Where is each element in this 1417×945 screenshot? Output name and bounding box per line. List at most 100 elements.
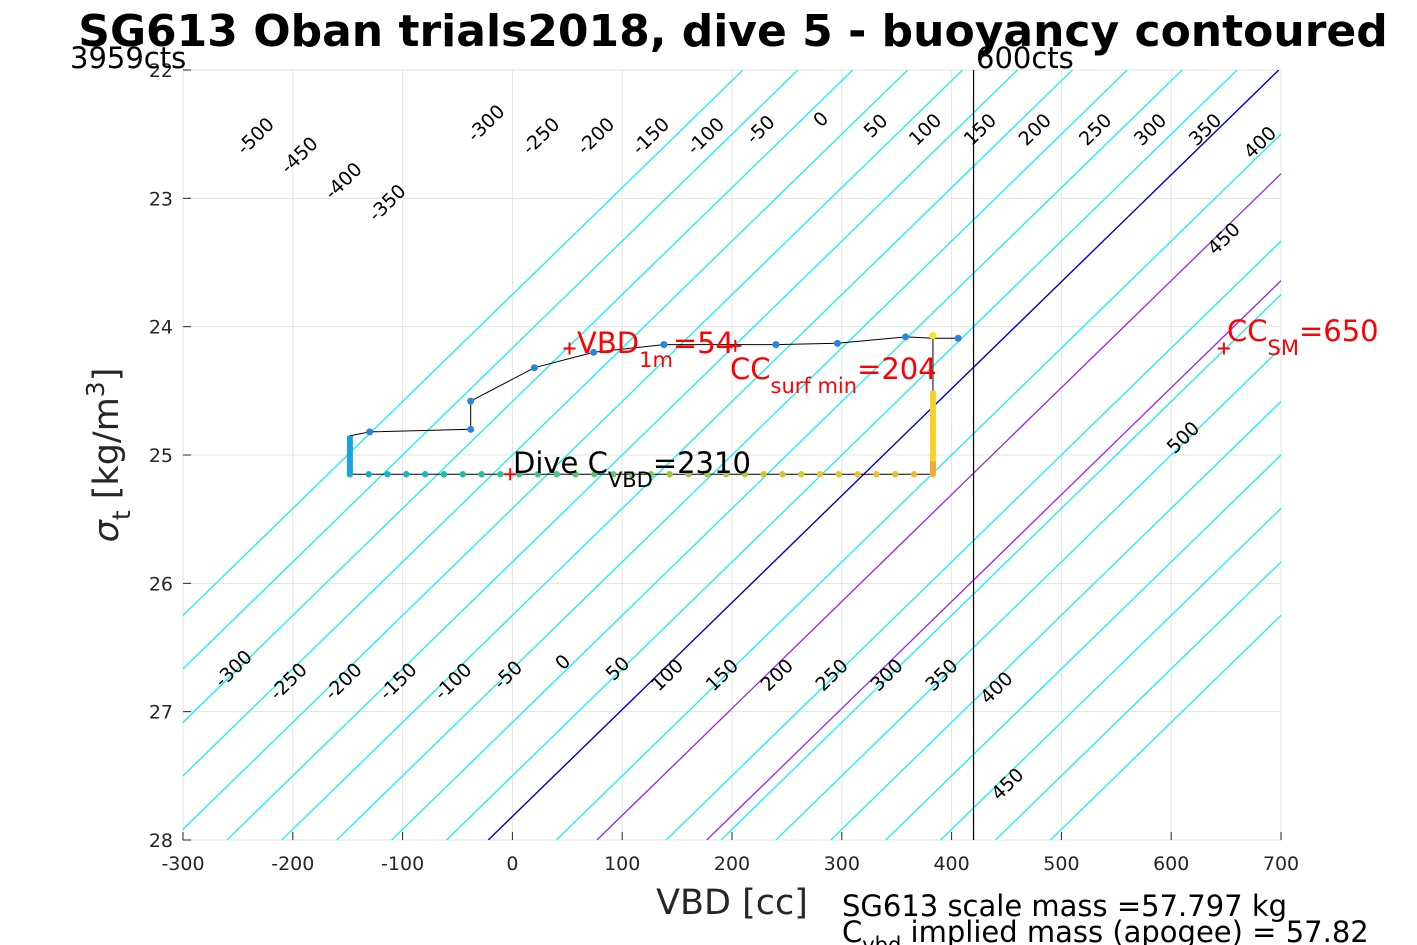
x-tick-label: 700 — [1263, 853, 1299, 875]
bottom-data-point — [666, 471, 673, 478]
implied-mass-text: Cvbd implied mass (apogee) = 57.82 — [842, 915, 1369, 945]
bottom-data-point — [779, 471, 786, 478]
contour-line-cyan — [183, 70, 799, 670]
bottom-data-point — [760, 471, 767, 478]
contour-line-cyan — [940, 507, 1281, 840]
contour-line-cyan — [183, 70, 854, 724]
bottom-data-point — [892, 471, 899, 478]
bottom-data-point — [478, 471, 485, 478]
y-tick-label: 25 — [149, 445, 173, 467]
top-left-count-label: 3959cts — [70, 41, 186, 75]
bottom-data-point — [365, 471, 372, 478]
bottom-data-point — [572, 471, 579, 478]
bottom-data-point — [515, 471, 523, 478]
path-data-point — [530, 364, 538, 372]
dive-series — [346, 332, 1230, 481]
y-tick-label: 22 — [149, 60, 173, 82]
path-data-point — [467, 425, 475, 433]
contour-line-cyan — [226, 70, 1018, 840]
scale-mass-text: SG613 scale mass =57.797 kg — [842, 889, 1287, 923]
y-axis-label: σt [kg/m3] — [81, 368, 136, 543]
bottom-data-point — [421, 471, 429, 478]
y-tick-label: 28 — [149, 830, 173, 852]
bottom-data-point — [610, 471, 617, 478]
contour-line-cyan — [775, 347, 1281, 840]
x-tick-label: -300 — [161, 853, 204, 875]
x-tick-label: 0 — [506, 853, 518, 875]
path-data-point — [901, 333, 909, 341]
contour-line-cyan — [665, 240, 1281, 840]
y-tick-label: 24 — [149, 317, 173, 339]
x-tick-label: 400 — [933, 853, 969, 875]
contour-line-cyan — [281, 70, 1073, 840]
bottom-data-point — [346, 471, 354, 478]
path-data-point — [954, 334, 962, 342]
bottom-data-point — [591, 471, 598, 478]
x-axis-label: VBD [cc] — [656, 883, 808, 923]
contour-line-cyan — [720, 293, 1281, 840]
buoyancy-contours — [183, 70, 1281, 840]
bottom-data-point — [910, 471, 918, 478]
x-axis-ticks: -300 -200 -100 0 100 200 300 400 500 600 700 — [161, 832, 1299, 875]
contour-line-cyan — [183, 70, 909, 777]
top-right-count-label: 600cts — [976, 41, 1074, 75]
bottom-data-point — [534, 471, 542, 478]
contour-line-cyan — [555, 133, 1281, 840]
bottom-data-point — [440, 471, 448, 478]
x-tick-label: 600 — [1153, 853, 1189, 875]
dive-cvbd-annotation: Dive CVBD=2310 — [513, 446, 751, 492]
vbd-1m-annotation: VBD1m=54 — [577, 326, 734, 372]
right-top-point — [929, 332, 937, 340]
marker-cc_surf_min — [729, 339, 742, 352]
bottom-data-point — [722, 471, 730, 478]
bottom-data-point — [704, 471, 711, 478]
bottom-data-point — [685, 471, 692, 478]
path-data-point — [772, 341, 780, 349]
y-tick-label: 23 — [149, 188, 173, 210]
bottom-data-point — [628, 471, 636, 478]
chart-title: SG613 Oban trials2018, dive 5 - buoyancy… — [78, 6, 1388, 57]
bottom-data-point — [459, 471, 466, 478]
x-tick-label: 200 — [714, 853, 750, 875]
x-tick-label: -100 — [381, 853, 424, 875]
x-tick-label: 300 — [824, 853, 860, 875]
path-data-point — [366, 428, 374, 436]
bottom-data-point — [497, 471, 504, 478]
svg-text:σt [kg/m3]: σt [kg/m3] — [81, 368, 136, 543]
cc-surf-min-annotation: CCsurf min=204 — [730, 352, 937, 398]
x-tick-label: -200 — [271, 853, 314, 875]
contour-line-magenta — [596, 172, 1281, 840]
bottom-data-point — [816, 471, 824, 478]
bottom-data-point — [741, 471, 749, 478]
bottom-data-point — [553, 471, 560, 478]
bottom-data-point — [835, 471, 843, 478]
bottom-data-point — [798, 471, 805, 478]
cc-sm-annotation: CCSM=650 — [1227, 314, 1379, 360]
x-tick-label: 100 — [604, 853, 640, 875]
contour-line-magenta — [706, 279, 1281, 840]
contour-line-cyan — [830, 400, 1281, 840]
path-data-point — [590, 348, 598, 356]
bottom-data-point — [647, 471, 655, 478]
y-tick-label: 27 — [149, 702, 173, 724]
path-data-point — [660, 341, 668, 349]
contour-line-cyan — [183, 70, 963, 831]
path-data-point — [833, 339, 841, 347]
bottom-data-point — [873, 471, 880, 478]
contour-line-cyan — [336, 70, 1128, 840]
marker-vbd_1m — [563, 342, 576, 355]
y-tick-label: 26 — [149, 573, 173, 595]
marker-cc_sm — [1217, 342, 1230, 355]
x-tick-label: 500 — [1043, 853, 1079, 875]
bottom-data-point — [403, 471, 410, 478]
marker-dive_c_vbd — [504, 468, 517, 481]
contour-line-cyan — [446, 70, 1238, 840]
contour-line-cyan — [1050, 614, 1281, 840]
contour-line-zero — [487, 70, 1280, 840]
contour-line-cyan — [995, 561, 1281, 840]
bottom-data-point — [384, 471, 391, 478]
y-axis-ticks: 22 23 24 25 26 27 28 — [149, 60, 191, 852]
contour-line-cyan — [391, 70, 1183, 840]
path-data-point — [467, 397, 475, 405]
